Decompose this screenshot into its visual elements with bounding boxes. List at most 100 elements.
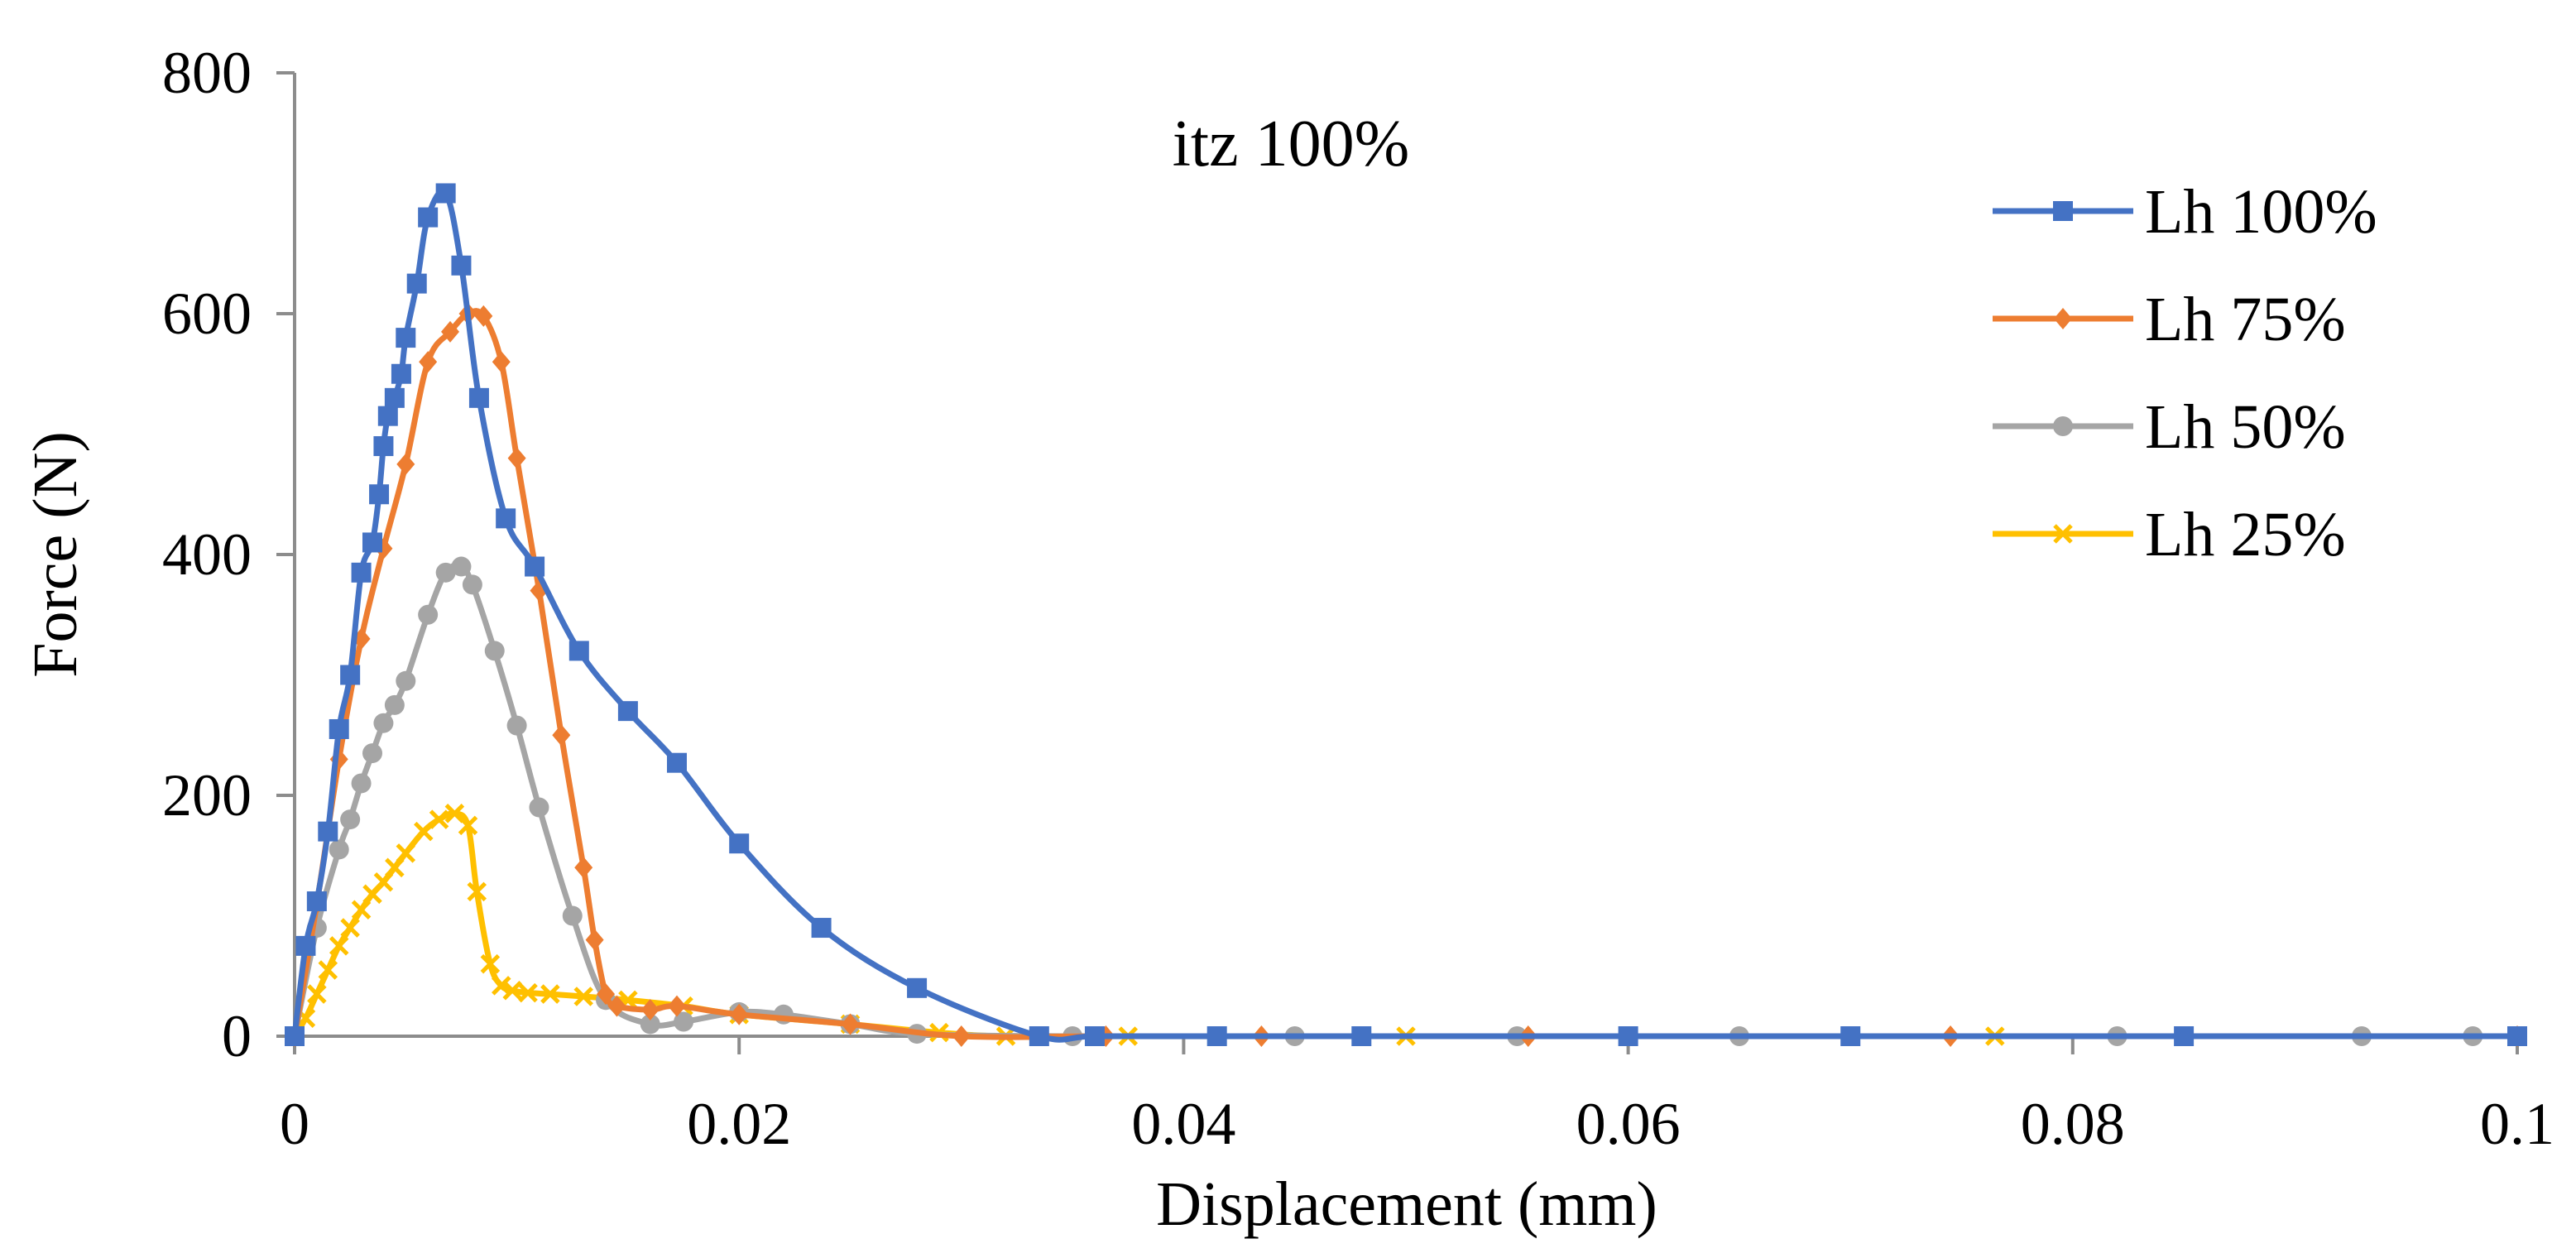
data-point — [2053, 416, 2073, 436]
y-tick-label: 200 — [162, 762, 252, 828]
data-point — [418, 207, 439, 228]
y-tick-label: 400 — [162, 521, 252, 588]
data-point — [377, 406, 398, 426]
data-point — [496, 508, 516, 529]
data-point — [640, 1014, 660, 1035]
data-point — [562, 905, 583, 926]
legend-item: Lh 25% — [1993, 500, 2346, 569]
data-point — [540, 984, 560, 1004]
data-point — [418, 604, 439, 625]
x-tick-label: 0.04 — [1131, 1091, 1235, 1157]
data-point — [585, 929, 604, 951]
data-point — [467, 881, 487, 902]
data-point — [841, 1013, 860, 1035]
x-tick-label: 0 — [280, 1091, 309, 1157]
data-point — [480, 953, 501, 974]
data-point — [667, 995, 686, 1017]
data-point — [468, 387, 489, 408]
data-point — [597, 983, 616, 1006]
data-point — [952, 1025, 971, 1047]
data-point — [1084, 1026, 1105, 1046]
data-point — [552, 724, 571, 747]
x-tick-label: 0.06 — [1576, 1091, 1681, 1157]
plot-series — [285, 183, 2527, 1047]
data-point — [340, 665, 361, 685]
data-point — [396, 843, 416, 863]
data-point — [666, 752, 687, 773]
legend-label: Lh 50% — [2145, 392, 2346, 462]
data-point — [1029, 1026, 1049, 1046]
data-point — [811, 918, 832, 939]
data-point — [2507, 1026, 2527, 1046]
x-axis-title: Displacement (mm) — [1156, 1169, 1657, 1239]
data-point — [369, 484, 390, 505]
legend-item: Lh 50% — [1993, 392, 2346, 462]
data-point — [285, 1026, 305, 1046]
y-tick-label: 800 — [162, 40, 252, 106]
data-point — [573, 987, 593, 1006]
data-point — [373, 436, 394, 457]
data-point — [2053, 201, 2073, 221]
data-point — [318, 960, 338, 980]
data-point — [518, 982, 538, 1003]
data-point — [492, 351, 511, 373]
data-point — [506, 715, 527, 736]
data-point — [507, 447, 526, 469]
data-point — [568, 641, 589, 661]
data-point — [329, 936, 349, 956]
data-point — [385, 857, 405, 878]
data-point — [1618, 1026, 1638, 1046]
data-point — [462, 574, 482, 595]
data-point — [429, 809, 449, 829]
data-point — [458, 815, 478, 836]
data-point — [607, 995, 626, 1017]
data-point — [1351, 1026, 1372, 1046]
data-point — [640, 998, 660, 1020]
legend-item: Lh 75% — [1993, 285, 2346, 354]
data-point — [617, 701, 638, 722]
data-point — [384, 694, 405, 715]
data-point — [2174, 1026, 2195, 1046]
data-point — [351, 562, 372, 583]
x-tick-label: 0.02 — [687, 1091, 791, 1157]
data-point — [674, 1011, 694, 1032]
data-point — [362, 532, 383, 553]
data-point — [730, 1003, 749, 1025]
legend-label: Lh 25% — [2145, 500, 2346, 569]
data-point — [340, 918, 360, 938]
data-point — [373, 871, 394, 892]
data-point — [502, 980, 522, 1001]
data-point — [396, 670, 416, 691]
y-axis-title: Force (N) — [21, 431, 90, 678]
data-point — [1840, 1026, 1861, 1046]
data-point — [451, 556, 472, 577]
data-point — [391, 363, 411, 384]
data-point — [907, 977, 928, 998]
data-point — [574, 857, 593, 879]
data-point — [396, 328, 416, 348]
legend-label: Lh 100% — [2145, 177, 2377, 247]
data-point — [419, 351, 438, 373]
data-point — [384, 387, 405, 408]
x-tick-label: 0.08 — [2021, 1091, 2125, 1157]
data-point — [306, 891, 327, 912]
data-point — [441, 320, 460, 343]
data-point — [318, 821, 338, 842]
legend: Lh 100% Lh 75% Lh 50% Lh 25% — [1993, 177, 2377, 569]
data-point — [406, 273, 427, 294]
legend-label: Lh 75% — [2145, 285, 2346, 354]
data-point — [362, 743, 383, 764]
data-point — [1206, 1026, 1227, 1046]
data-point — [2053, 524, 2073, 544]
y-tick-label: 0 — [222, 1003, 252, 1069]
data-point — [529, 797, 549, 818]
data-point — [351, 900, 372, 919]
data-point — [329, 839, 349, 860]
y-tick-label: 600 — [162, 281, 252, 347]
data-point — [329, 718, 349, 739]
data-point — [295, 935, 316, 956]
data-point — [2054, 308, 2072, 329]
data-point — [373, 713, 394, 733]
data-point — [492, 976, 511, 996]
